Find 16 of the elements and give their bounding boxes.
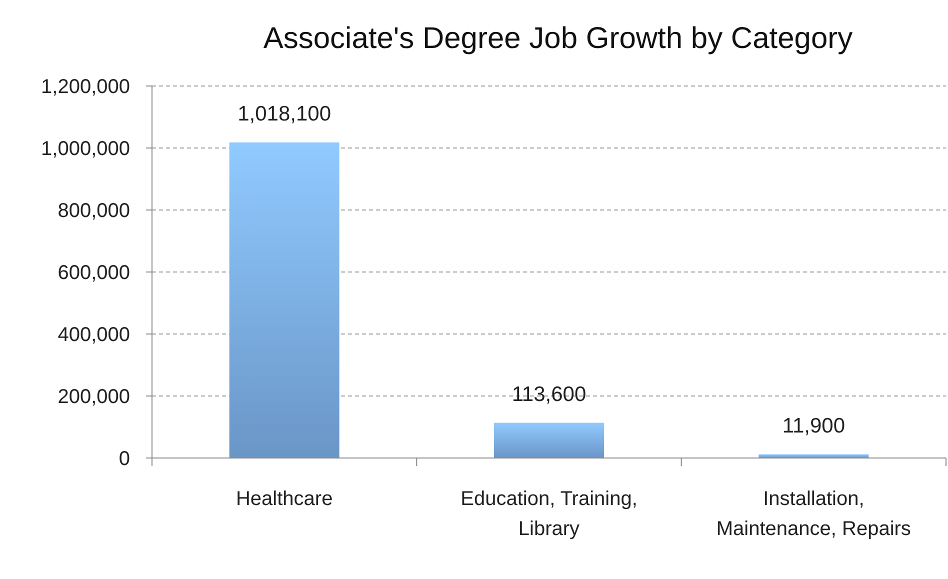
y-tick-label: 1,200,000 xyxy=(41,76,130,98)
x-tick-label: Education, Training, Library xyxy=(460,488,638,540)
y-tick-label: 200,000 xyxy=(58,386,130,408)
x-tick-label: Installation, Maintenance, Repairs xyxy=(716,488,911,540)
y-tick-label: 0 xyxy=(118,448,130,470)
y-tick-label: 1,000,000 xyxy=(41,138,130,160)
bar xyxy=(229,142,340,458)
y-tick-label: 800,000 xyxy=(58,200,130,222)
bar xyxy=(494,422,604,458)
chart-title: Associate's Degree Job Growth by Category xyxy=(263,22,853,55)
data-label: 113,600 xyxy=(512,382,586,406)
data-label: 1,018,100 xyxy=(238,102,332,126)
x-tick-label: Healthcare xyxy=(236,488,333,510)
data-label: 11,900 xyxy=(782,414,846,438)
y-tick-label: 600,000 xyxy=(58,262,130,284)
y-tick-label: 400,000 xyxy=(58,324,130,346)
